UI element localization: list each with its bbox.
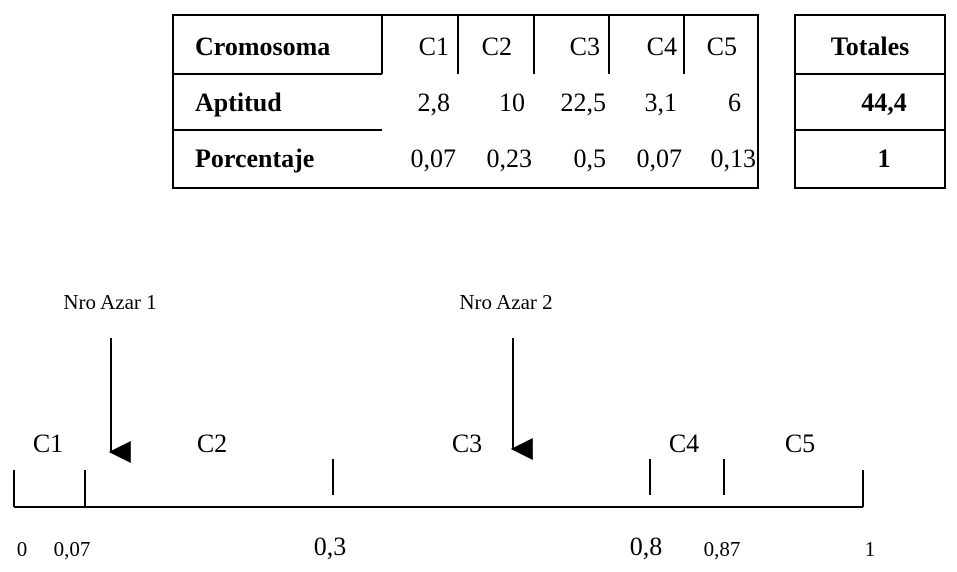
tick-label: 0,3 (314, 532, 347, 561)
tick-label: 0 (17, 537, 28, 561)
aptitud-cell: 6 (728, 88, 741, 117)
porcentaje-cell: 0,13 (711, 144, 757, 173)
row-header-cromosoma: Cromosoma (195, 32, 330, 61)
aptitud-cell: 3,1 (645, 88, 678, 117)
column-header: C5 (707, 32, 737, 61)
porcentaje-cell: 0,07 (637, 144, 683, 173)
tick-label: 0,07 (54, 537, 91, 561)
tick-label: 0,8 (630, 532, 663, 561)
aptitud-cell: 22,5 (561, 88, 607, 117)
segment-label-c3: C3 (452, 429, 482, 458)
segment-label-c2: C2 (197, 429, 227, 458)
totals-porcentaje: 1 (878, 144, 891, 173)
column-header: C1 (419, 32, 449, 61)
porcentaje-cell: 0,5 (574, 144, 607, 173)
totals-aptitud: 44,4 (861, 88, 907, 117)
totals-header: Totales (831, 32, 910, 61)
random-number-2-label: Nro Azar 2 (459, 290, 552, 314)
column-header: C2 (482, 32, 512, 61)
segment-label-c5: C5 (785, 429, 815, 458)
segment-label-c4: C4 (669, 429, 699, 458)
column-header: C4 (647, 32, 677, 61)
segment-label-c1: C1 (33, 429, 63, 458)
aptitud-cell: 2,8 (418, 88, 451, 117)
tick-label: 0,87 (704, 537, 741, 561)
totals-table (794, 14, 946, 189)
tick-label: 1 (865, 537, 876, 561)
row-header-aptitud: Aptitud (195, 88, 282, 117)
fitness-table (172, 14, 759, 189)
porcentaje-cell: 0,23 (487, 144, 533, 173)
row-header-porcentaje: Porcentaje (195, 144, 314, 173)
cumulative-probability-line (13, 459, 864, 508)
random-number-1-label: Nro Azar 1 (63, 290, 156, 314)
porcentaje-cell: 0,07 (411, 144, 457, 173)
aptitud-cell: 10 (499, 88, 525, 117)
column-header: C3 (570, 32, 600, 61)
